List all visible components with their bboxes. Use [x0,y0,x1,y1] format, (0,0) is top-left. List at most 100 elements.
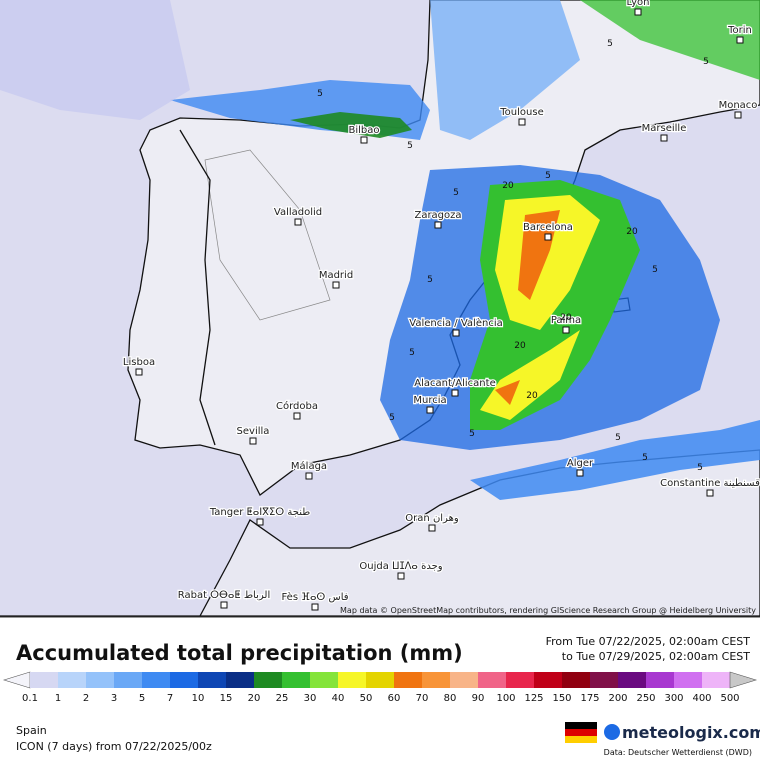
scale-label: 300 [664,693,683,704]
contour-label: 5 [453,188,459,198]
flag-stripe [565,722,597,729]
city-label: Marseille [642,123,687,134]
scale-swatch [394,672,423,688]
scale-swatch [58,672,87,688]
city: Palma [550,314,582,334]
data-source: Data: Deutscher Wetterdienst (DWD) [604,748,752,757]
scale-swatch [254,672,283,688]
scale-label: 150 [552,693,571,704]
scale-label: 25 [276,693,289,704]
city: Madrid [318,269,354,289]
city-label: Córdoba [276,400,318,412]
city-marker [434,221,442,229]
city-label: Zaragoza [414,210,461,221]
scale-label: 175 [580,693,599,704]
city-marker [634,8,642,16]
scale-label: 3 [111,693,117,704]
scale-label: 30 [304,693,317,704]
contour-label: 5 [469,429,475,439]
city: Córdoba [275,399,319,420]
city: Torin [726,24,753,44]
contour-label: 5 [615,433,621,443]
contour-label: 5 [317,89,323,99]
city: Valladolid [273,206,323,226]
color-scale: 0.1 1 2 3 5 7 10 15 20 25 30 40 50 60 70 80 90 100 125 150 1… [2,671,758,704]
contour-label: 20 [626,227,638,237]
city: Monaco [717,99,759,119]
precip-biscay-core [290,112,412,138]
scale-swatch [366,672,395,688]
scale-swatch [646,672,675,688]
city: Bilbao [347,124,381,144]
city-marker [294,218,302,226]
scale-label: 7 [167,693,173,704]
scale-swatch [450,672,479,688]
city-marker [452,329,460,337]
city-marker [576,469,584,477]
contour-label: 5 [703,57,709,67]
city-marker [736,36,744,44]
scale-label: 125 [524,693,543,704]
city-marker [451,389,459,397]
scale-label: 100 [496,693,515,704]
city-label: Alacant/Alicante [414,378,495,389]
city: Alacant/Alicante [413,377,497,397]
scale-swatch [534,672,563,688]
scale-swatch [282,672,311,688]
scale-triangle [729,671,758,689]
footer: Spain ICON (7 days) from 07/22/2025/00z … [16,722,760,757]
city: Alger [566,457,595,477]
city-label: Málaga [291,460,327,472]
scale-swatch [590,672,619,688]
city-label: Toulouse [499,107,543,118]
scale-swatch [114,672,143,688]
legend: Accumulated total precipitation (mm) Fro… [2,635,758,704]
contour-label: 5 [407,141,413,151]
brand[interactable]: meteologix.com [622,723,760,742]
city: Constantine قسنطينة [659,477,760,497]
city-label: Valencia / València [409,317,502,329]
city-label: Murcia [413,395,446,406]
city-label: Constantine قسنطينة [660,478,760,489]
city: Zaragoza [413,209,463,229]
contour-label: 20 [514,341,526,351]
precip-france [430,0,580,140]
city-marker [562,326,570,334]
city-label: Palma [551,315,581,326]
city: Barcelona [522,221,574,241]
city: Valencia / València [408,316,504,337]
scale-swatch [170,672,199,688]
scale-swatch [30,672,59,688]
scale-swatch [86,672,115,688]
city: Lyon [625,0,651,16]
map: Lyon Torin Monaco Toulouse Marseille Bilbao Va… [0,0,760,617]
scale-swatch [674,672,703,688]
scale-label: 400 [692,693,711,704]
city-label: Lisboa [123,357,155,368]
city-label: Fès ⴼⴰⵙ فاس [281,591,348,603]
contour-label: 20 [502,181,514,191]
contour-label: 5 [427,275,433,285]
precip-alps [580,0,760,80]
scale-swatch [226,672,255,688]
legend-title: Accumulated total precipitation (mm) [16,641,463,665]
city-label: Rabat ⵔⴱⴰⵟ الرباط [178,590,270,601]
city: Oran وهران [404,512,460,532]
city-marker [426,406,434,414]
city-marker [293,412,301,420]
city-label: Sevilla [237,426,270,437]
precip-atlantic [0,0,190,120]
city-marker [256,518,264,526]
city: Marseille [640,122,688,142]
scale-swatch [618,672,647,688]
city-label: Torin [727,25,752,36]
scale-label: 500 [720,693,739,704]
city-label: Madrid [319,270,353,281]
city-marker [544,233,552,241]
city-label: Alger [567,458,594,469]
scale-label: 60 [388,693,401,704]
scale-swatch [142,672,171,688]
city-label: Oujda ⵡⵊⴷⴰ وجدة [359,561,442,572]
city-marker [305,472,313,480]
